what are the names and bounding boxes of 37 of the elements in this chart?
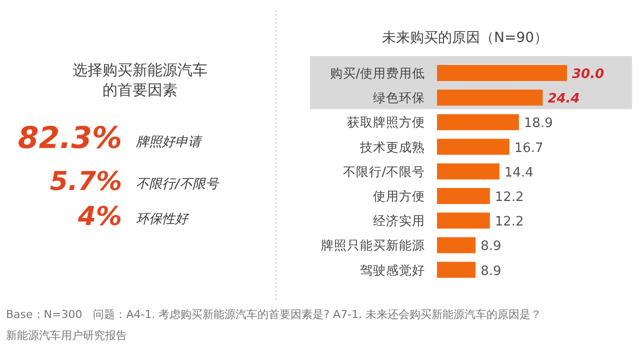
text: 82.3% xyxy=(18,121,122,156)
bar xyxy=(437,138,510,155)
bar xyxy=(437,237,476,254)
text: 5.7% xyxy=(50,167,122,197)
text: 牌照好申请 xyxy=(135,135,203,150)
y-tick-label: 经济实用 xyxy=(373,213,425,228)
bar xyxy=(437,65,567,81)
y-tick-label: 技术更成熟 xyxy=(359,139,425,154)
data-label: 14.4 xyxy=(504,165,534,180)
y-tick-label: 不限行/不限号 xyxy=(342,164,425,179)
text: Base：N=300 问题：A4-1. 考虑购买新能源汽车的首要因素是? A7-1. 未来还会购买新能源汽车的原因是？ xyxy=(6,308,542,321)
bar xyxy=(437,90,543,106)
text: 4% xyxy=(76,202,122,232)
bar xyxy=(437,212,490,229)
bar xyxy=(437,163,500,180)
text: 新能源汽车用户研究报告 xyxy=(6,329,127,342)
y-tick-label: 使用方便 xyxy=(373,188,425,204)
y-tick-label: 获取牌照方便 xyxy=(347,114,425,130)
y-tick-label: 购买/使用费用低 xyxy=(330,66,425,80)
bar xyxy=(437,188,490,204)
data-label: 8.9 xyxy=(480,264,502,279)
y-tick-label: 驾驶感觉好 xyxy=(360,262,425,278)
bar xyxy=(437,262,476,278)
data-label: 8.9 xyxy=(480,239,502,254)
y-tick-label: 牌照只能买新能源 xyxy=(321,238,425,253)
chart-title: 未来购买的原因（N=90） xyxy=(382,30,548,46)
data-label: 12.2 xyxy=(494,214,524,230)
data-label: 24.4 xyxy=(548,92,580,107)
data-label: 30.0 xyxy=(572,67,604,82)
data-label: 12.2 xyxy=(494,190,524,205)
text: 不限行/不限号 xyxy=(136,177,220,192)
bar xyxy=(437,114,519,130)
data-label: 18.9 xyxy=(524,116,553,132)
text: 环保性好 xyxy=(136,212,190,227)
y-tick-label: 绿色环保 xyxy=(373,90,425,106)
text: 选择购买新能源汽车的首要因素 xyxy=(72,61,208,99)
data-label: 16.7 xyxy=(514,140,544,156)
